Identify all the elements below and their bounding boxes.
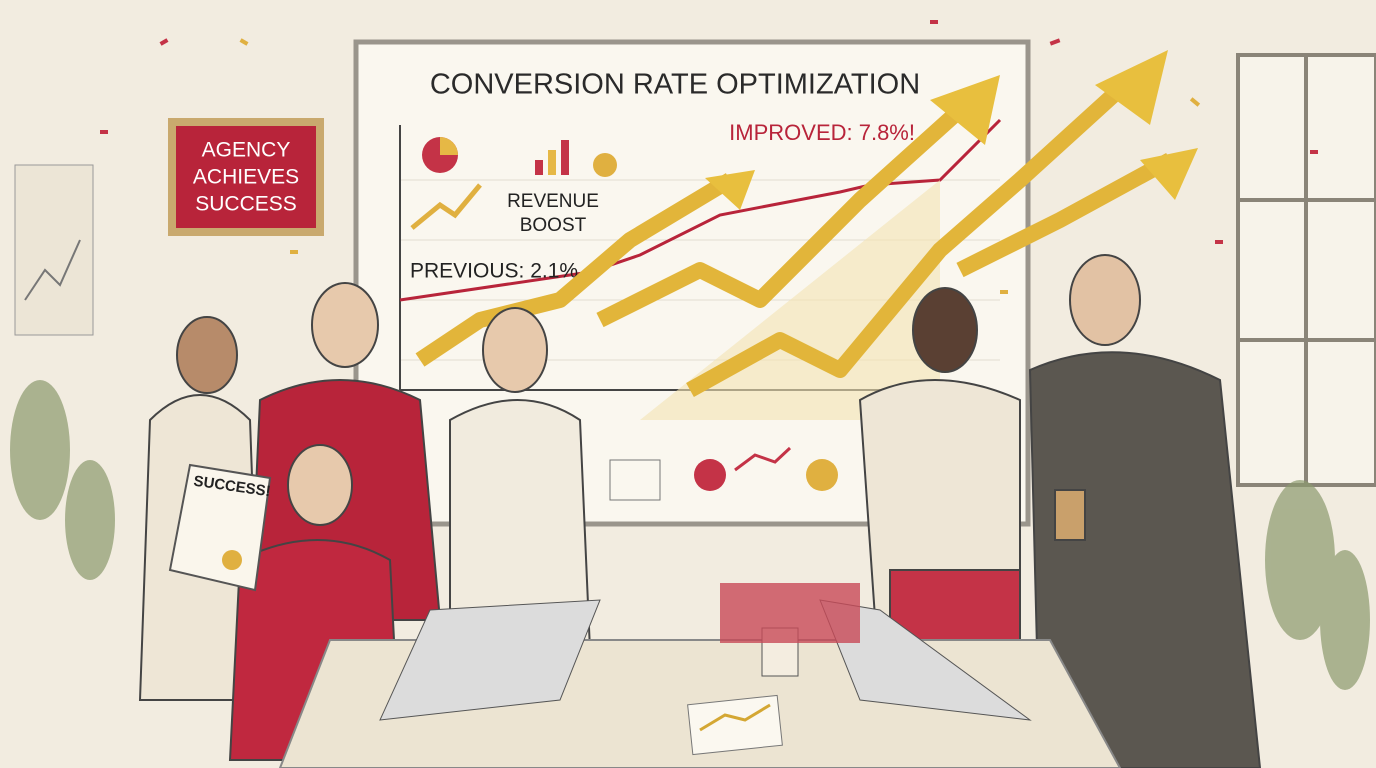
improved-label: IMPROVED: 7.8%!: [729, 120, 915, 145]
plants: [10, 380, 1370, 690]
previous-label: PREVIOUS: 2.1%: [410, 260, 578, 283]
whiteboard-title: CONVERSION RATE OPTIMIZATION: [430, 69, 920, 101]
sign-line: SUCCESS: [195, 193, 297, 216]
gold-arrows: [415, 74, 1174, 397]
arrow-heads: [705, 50, 1198, 210]
sign: AGENCY ACHIEVES SUCCESS: [168, 118, 324, 236]
confetti: [100, 20, 1318, 294]
window: [1236, 53, 1376, 487]
poster-sketch: [24, 239, 81, 301]
wall-poster: [14, 164, 94, 336]
sign-line: AGENCY: [202, 139, 291, 162]
success-document: SUCCESS!: [168, 463, 272, 592]
table: [278, 583, 1122, 768]
sign-line: ACHIEVES: [193, 166, 299, 189]
revenue-line: BOOST: [520, 215, 587, 236]
revenue-line: REVENUE: [507, 191, 599, 212]
